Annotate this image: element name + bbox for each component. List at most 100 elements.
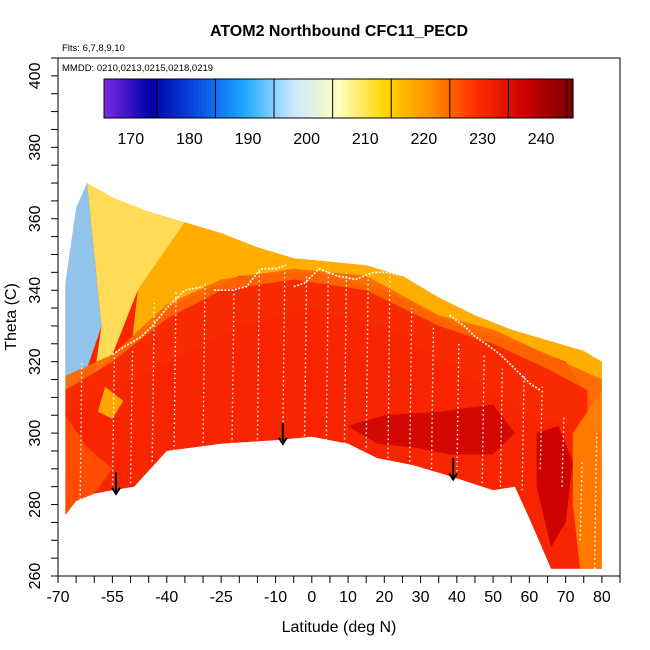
colorbar-swatch	[186, 79, 191, 118]
colorbar-swatch	[533, 79, 539, 118]
colorbar-swatch	[455, 79, 461, 118]
x-tick-label: 30	[412, 589, 430, 606]
colorbar-swatch	[236, 79, 242, 118]
colorbar-swatch	[299, 79, 304, 118]
colorbar-swatch	[221, 79, 226, 118]
colorbar-swatch	[518, 79, 523, 118]
colorbar-tick-label: 210	[352, 131, 379, 148]
x-tick-label: 70	[557, 589, 575, 606]
fill-region-8	[572, 390, 602, 569]
top-trace-3	[449, 314, 541, 391]
profile-trace-0	[79, 361, 83, 541]
plot-frame	[57, 57, 621, 577]
colorbar-swatch	[522, 79, 527, 118]
colorbar-swatch	[369, 79, 375, 118]
colorbar-tick-label: 220	[411, 131, 438, 148]
colorbar-swatch	[561, 79, 566, 118]
colorbar-swatch	[350, 79, 355, 118]
x-tick-label: 80	[593, 589, 611, 606]
y-tick-label: 320	[27, 348, 44, 375]
profile-trace-12	[365, 275, 369, 448]
colorbar-swatch	[361, 79, 367, 118]
colorbar-tick-label: 240	[528, 131, 555, 148]
colorbar-swatch	[279, 79, 285, 118]
colorbar-swatch	[354, 79, 359, 118]
colorbar-swatch	[318, 79, 324, 118]
dates-note: MMDD: 0210,0213,0215,0218,0219	[62, 63, 213, 74]
colorbar-swatch	[244, 79, 250, 118]
colorbar-swatch	[487, 79, 492, 118]
colorbar-swatch	[334, 79, 340, 118]
colorbar-swatch	[150, 79, 156, 118]
colorbar-swatch	[119, 79, 125, 118]
colorbar-swatch	[256, 79, 261, 118]
colorbar-swatch	[451, 79, 457, 118]
colorbar-swatch	[275, 79, 281, 118]
colorbar-swatch	[549, 79, 555, 118]
colorbar-swatch	[541, 79, 547, 118]
colorbar-swatch	[424, 79, 429, 118]
y-tick-label: 400	[27, 62, 44, 89]
colorbar-swatch	[315, 79, 320, 118]
fill-region-9	[97, 386, 124, 419]
colorbar-swatch	[479, 79, 484, 118]
x-tick-label: 60	[520, 589, 538, 606]
y-tick-label: 260	[27, 563, 44, 590]
x-tick-label: -40	[155, 589, 178, 606]
profile-trace-11	[343, 272, 348, 444]
profile-trace-9	[303, 275, 308, 441]
arrow-head	[277, 437, 288, 446]
arrow-marker-2	[448, 458, 459, 482]
colorbar-swatch	[444, 79, 449, 118]
colorbar-swatch	[135, 79, 140, 118]
colorbar-swatch	[502, 79, 508, 118]
colorbar-swatch	[107, 79, 113, 118]
colorbar-swatch	[436, 79, 441, 118]
colorbar-tick-label: 170	[117, 131, 144, 148]
fill-region-6	[536, 426, 573, 548]
x-tick-label: 40	[448, 589, 466, 606]
colorbar-swatch	[303, 79, 308, 118]
y-axis-label: Theta (C)	[3, 283, 20, 351]
colorbar-swatch	[377, 79, 383, 118]
fill-region-5	[348, 404, 515, 455]
x-tick-label: 10	[339, 589, 357, 606]
colorbar-swatch	[158, 79, 164, 118]
colorbar-swatch	[307, 79, 312, 118]
colorbar-swatch	[404, 79, 410, 118]
colorbar-swatch	[373, 79, 379, 118]
colorbar-swatch	[311, 79, 316, 118]
colorbar-swatch	[162, 79, 168, 118]
fill-region-4	[65, 279, 588, 516]
profile-trace-5	[202, 283, 206, 448]
profile-trace-17	[481, 354, 485, 484]
colorbar-tick-label: 180	[176, 131, 203, 148]
colorbar-swatch	[217, 79, 222, 118]
colorbar-swatch	[526, 79, 531, 118]
flight-traces	[79, 264, 598, 569]
y-tick-label: 280	[27, 491, 44, 518]
fill-region-0	[65, 183, 102, 391]
colorbar-swatch	[322, 79, 328, 118]
colorbar-swatch	[471, 79, 476, 118]
profile-trace-19	[521, 375, 525, 491]
colorbar-tick-label: 200	[293, 131, 320, 148]
colorbar-swatch	[397, 79, 402, 118]
colorbar-swatch	[463, 79, 469, 118]
x-tick-label: 20	[375, 589, 393, 606]
colorbar-swatch	[229, 79, 234, 118]
colorbar-swatch	[346, 79, 351, 118]
profile-trace-1	[111, 354, 116, 494]
colorbar-swatch	[490, 79, 496, 118]
colorbar-swatch	[291, 79, 297, 118]
colorbar-swatch	[232, 79, 238, 118]
top-trace-1	[213, 264, 287, 292]
colorbar-swatch	[248, 79, 254, 118]
flights-note: Flts: 6,7,8,9,10	[62, 43, 125, 54]
colorbar-swatch	[514, 79, 519, 118]
colorbar-swatch	[475, 79, 480, 118]
colorbar-swatch	[498, 79, 504, 118]
fill-region-2	[130, 222, 602, 416]
colorbar-swatch	[193, 79, 199, 118]
colorbar-swatch	[483, 79, 488, 118]
